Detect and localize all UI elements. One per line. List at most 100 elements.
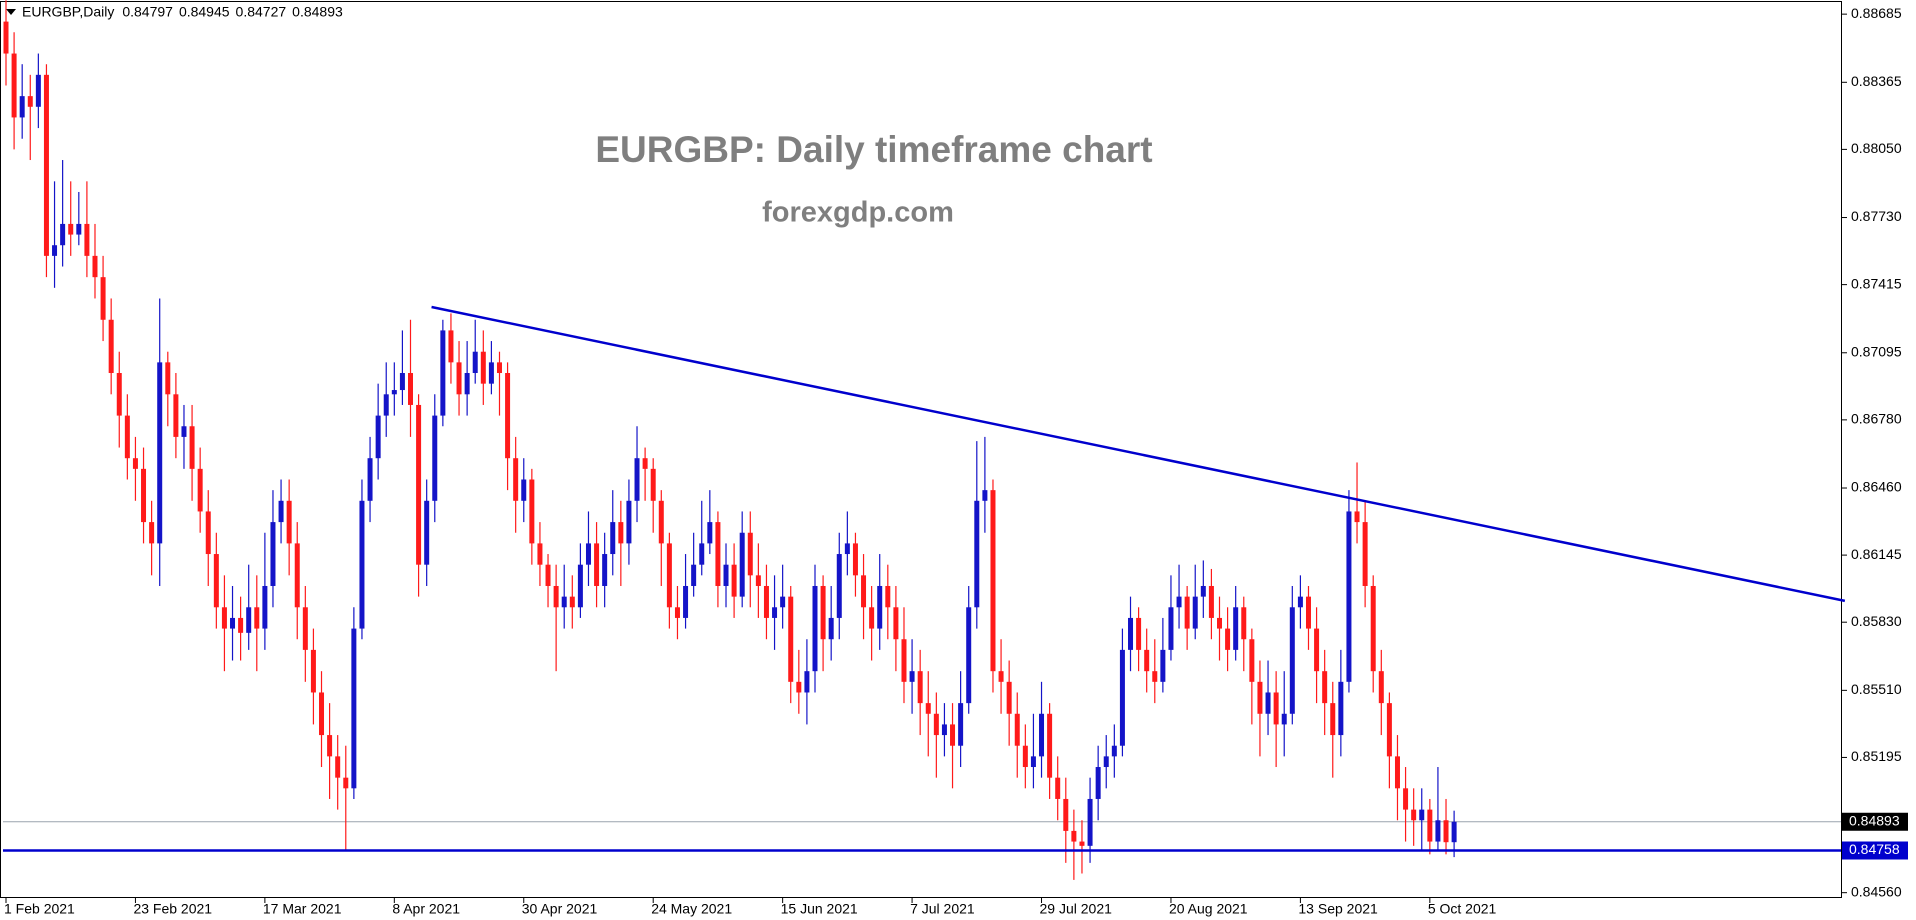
x-tick-label: 8 Apr 2021 [392, 901, 460, 917]
candle-body [958, 703, 964, 746]
candle-body [1273, 692, 1279, 725]
trendline [431, 305, 1846, 603]
candle-body [990, 490, 996, 672]
candle-body [1354, 511, 1360, 523]
candle-body [1063, 798, 1069, 831]
candle-body [691, 564, 697, 586]
candle-body [545, 564, 551, 586]
candle-body [1411, 809, 1417, 821]
candle-body [149, 522, 155, 544]
candle-body [561, 596, 567, 608]
candle-body [246, 607, 252, 633]
candle-body [238, 617, 244, 633]
candle-body [1346, 511, 1352, 682]
candle-body [1047, 713, 1053, 778]
candle-body [1176, 596, 1182, 608]
header-low: 0.84727 [236, 4, 287, 20]
x-tick-label: 5 Oct 2021 [1428, 901, 1497, 917]
candle-body [844, 543, 850, 555]
candle-body [1103, 756, 1109, 768]
plot-frame [0, 1, 1842, 898]
candle-body [221, 607, 227, 629]
candle-body [173, 394, 179, 437]
candle-body [399, 373, 405, 391]
candle-body [84, 223, 90, 256]
candle-body [666, 543, 672, 608]
candle-body [1233, 607, 1239, 650]
candle-body [917, 671, 923, 704]
candle-body [982, 490, 988, 501]
y-tick-label: 0.88685 [1851, 5, 1902, 21]
header-close: 0.84893 [292, 4, 343, 20]
candle-body [1168, 607, 1174, 650]
x-tick-label: 1 Feb 2021 [4, 901, 75, 917]
candle-body [1071, 830, 1077, 842]
x-tick-label: 7 Jul 2021 [910, 901, 975, 917]
candle-body [205, 511, 211, 555]
candle-body [1297, 596, 1303, 608]
header-high: 0.84945 [179, 4, 230, 20]
candle-body [230, 617, 236, 629]
candle-body [1403, 788, 1409, 810]
candle-body [836, 554, 842, 618]
candle-body [1152, 671, 1158, 682]
candle-body [674, 607, 680, 618]
candle-body [925, 703, 931, 714]
current-price-box [1842, 812, 1908, 831]
x-tick-label: 30 Apr 2021 [522, 901, 598, 917]
candle-body [1265, 692, 1271, 714]
candle-body [440, 330, 446, 416]
candle-body [1014, 713, 1020, 746]
y-tick-label: 0.86780 [1851, 411, 1902, 427]
candle-body [432, 415, 438, 501]
x-tick-label: 29 Jul 2021 [1040, 901, 1113, 917]
candle-body [1160, 649, 1166, 682]
x-tick-label: 20 Aug 2021 [1169, 901, 1248, 917]
candle-body [254, 607, 260, 629]
candle-body [723, 564, 729, 586]
candle-body [1225, 628, 1231, 650]
candle-body [1305, 596, 1311, 629]
candle-body [1289, 607, 1295, 714]
candle-body [966, 607, 972, 704]
candle-body [788, 596, 794, 682]
candle-body [1144, 649, 1150, 672]
candle-body [448, 330, 454, 363]
y-tick-label: 0.86145 [1851, 546, 1902, 562]
candle-body [391, 390, 397, 395]
x-tick-label: 24 May 2021 [651, 901, 732, 917]
candle-body [869, 607, 875, 629]
candle-body [1427, 809, 1433, 842]
candle-body [1095, 767, 1101, 799]
chart-subtitle: forexgdp.com [762, 197, 954, 229]
candle-body [1022, 745, 1028, 768]
candle-body [286, 500, 292, 544]
candle-body [1435, 820, 1441, 842]
candle-body [505, 373, 511, 459]
candle-body [731, 564, 737, 597]
candle-body [375, 415, 381, 459]
candle-body [1370, 585, 1376, 672]
candle-body [278, 500, 284, 523]
candle-body [302, 607, 308, 650]
candle-body [1338, 681, 1344, 736]
candle-body [270, 522, 276, 586]
candle-body [1030, 756, 1036, 768]
candle-body [577, 564, 583, 608]
candle-body [739, 532, 745, 597]
y-tick-label: 0.84560 [1851, 883, 1902, 899]
candle-body [11, 53, 17, 118]
candle-body [1362, 522, 1368, 586]
candle-body [68, 223, 74, 235]
candle-body [610, 522, 616, 555]
y-tick-label: 0.87730 [1851, 208, 1902, 224]
candle-body [755, 575, 761, 586]
candle-body [367, 458, 373, 501]
candle-body [3, 21, 9, 54]
candle-body [319, 692, 325, 736]
candle-body [828, 617, 834, 640]
candle-body [1208, 585, 1214, 618]
candle-body [35, 74, 41, 107]
y-tick-label: 0.85195 [1851, 748, 1902, 764]
